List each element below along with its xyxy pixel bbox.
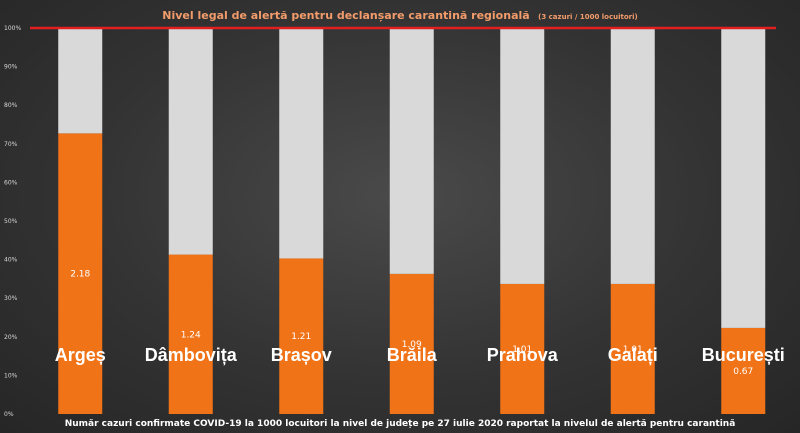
chart-title: Nivel legal de alertă pentru declanșare … <box>162 6 637 23</box>
bar-segment-remainder <box>168 28 213 255</box>
y-tick-label: 10% <box>4 372 18 379</box>
bar-segment-remainder <box>500 28 545 284</box>
category-label: Brașov <box>271 345 332 365</box>
y-tick-label: 30% <box>4 295 18 302</box>
bar-segment-cases <box>168 254 213 414</box>
category-label: Dâmbovița <box>145 345 238 365</box>
category-label: Brăila <box>387 345 438 365</box>
bar-segment-remainder <box>610 28 655 284</box>
bar-segment-remainder <box>279 28 324 259</box>
bar-segment-remainder <box>721 28 766 328</box>
y-tick-label: 40% <box>4 257 18 264</box>
y-tick-label: 20% <box>4 334 18 341</box>
y-axis: 0% 10% 20% 30% 40% 50% 60% 70% 80% 90% 100% <box>4 25 21 418</box>
category-label: Galați <box>608 345 658 365</box>
data-label: 0.67 <box>733 367 753 377</box>
bar-segment-cases <box>610 283 655 414</box>
y-tick-label: 80% <box>4 102 18 109</box>
bar-segment-remainder <box>58 28 103 134</box>
data-label: 1.09 <box>402 340 422 350</box>
bar-segment-cases <box>58 133 103 415</box>
y-tick-label: 90% <box>4 64 18 71</box>
bar-segment-cases <box>389 273 434 414</box>
bar-segment-cases <box>279 258 324 414</box>
y-tick-label: 0% <box>4 411 14 418</box>
bar-segment-remainder <box>389 28 434 274</box>
y-tick-label: 100% <box>4 25 21 32</box>
chart-title-main: Nivel legal de alertă pentru declanșare … <box>162 9 529 22</box>
bar-segment-cases <box>500 283 545 414</box>
data-label: 1.01 <box>623 345 643 355</box>
category-label: Prahova <box>487 345 559 365</box>
y-tick-label: 70% <box>4 141 18 148</box>
bar-segment-cases <box>721 327 766 414</box>
category-label: Argeș <box>55 345 106 365</box>
chart-subtitle: (3 cazuri / 1000 locuitori) <box>538 13 638 21</box>
y-tick-label: 50% <box>4 218 18 225</box>
category-label: București <box>702 345 785 365</box>
data-label: 2.18 <box>70 270 90 280</box>
x-axis-caption: Număr cazuri confirmate COVID-19 la 1000… <box>65 419 736 429</box>
data-label: 1.21 <box>291 332 311 342</box>
data-label: 1.24 <box>181 330 201 340</box>
bars: 2.18 Argeș 1.24 Dâmbovița 1.21 Brașov 1.09Brăi… <box>55 28 785 415</box>
data-label: 1.01 <box>512 345 532 355</box>
y-tick-label: 60% <box>4 179 18 186</box>
